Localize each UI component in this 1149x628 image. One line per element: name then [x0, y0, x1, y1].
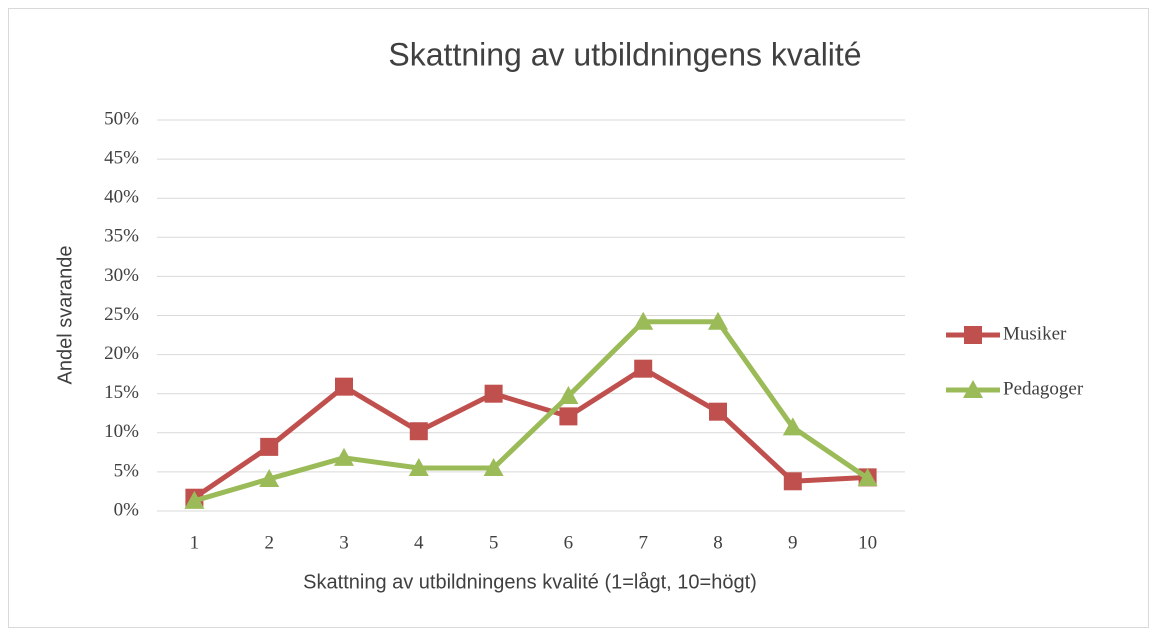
x-tick-label: 9 — [788, 532, 798, 553]
x-axis-label: Skattning av utbildningens kvalité (1=lå… — [303, 571, 757, 593]
chart-title: Skattning av utbildningens kvalité — [388, 36, 861, 72]
marker — [184, 490, 205, 509]
x-tick-label: 10 — [858, 532, 877, 553]
marker — [335, 377, 353, 396]
chart-border — [8, 8, 1149, 628]
y-tick-label: 5% — [114, 460, 140, 481]
y-tick-label: 45% — [104, 147, 139, 168]
y-tick-label: 35% — [104, 226, 139, 247]
marker — [782, 417, 803, 436]
y-tick-label: 15% — [104, 382, 139, 403]
y-axis-label: Andel svarande — [54, 246, 76, 385]
marker — [857, 468, 878, 487]
marker — [708, 311, 728, 330]
marker — [783, 472, 802, 491]
y-tick-label: 0% — [114, 499, 140, 520]
marker — [484, 384, 503, 403]
legend-label: Pedagoger — [1003, 378, 1084, 399]
x-tick-label: 7 — [638, 532, 648, 553]
y-tick-label: 30% — [104, 265, 139, 286]
series-line — [193, 319, 870, 504]
y-tick-label: 50% — [104, 108, 139, 129]
y-tick-label: 20% — [104, 343, 139, 364]
series-line — [192, 366, 868, 500]
marker — [963, 380, 983, 398]
x-tick-label: 3 — [339, 532, 349, 553]
marker — [558, 386, 579, 405]
marker — [259, 468, 280, 487]
marker — [633, 311, 654, 330]
marker — [709, 402, 727, 421]
marker — [634, 359, 653, 378]
legend-label: Musiker — [1003, 323, 1067, 344]
x-tick-label: 8 — [713, 532, 723, 553]
x-tick-label: 6 — [564, 532, 574, 553]
y-tick-label: 25% — [104, 304, 139, 325]
marker — [408, 457, 429, 476]
marker — [409, 422, 428, 441]
x-tick-label: 5 — [489, 532, 499, 553]
x-tick-label: 4 — [414, 532, 424, 553]
marker — [334, 447, 354, 466]
marker — [260, 437, 279, 456]
marker — [964, 326, 982, 344]
marker — [483, 457, 504, 476]
x-tick-label: 2 — [264, 532, 274, 553]
y-tick-label: 10% — [104, 421, 139, 442]
marker — [559, 407, 578, 426]
y-tick-label: 40% — [104, 187, 139, 208]
x-tick-label: 1 — [190, 532, 200, 553]
